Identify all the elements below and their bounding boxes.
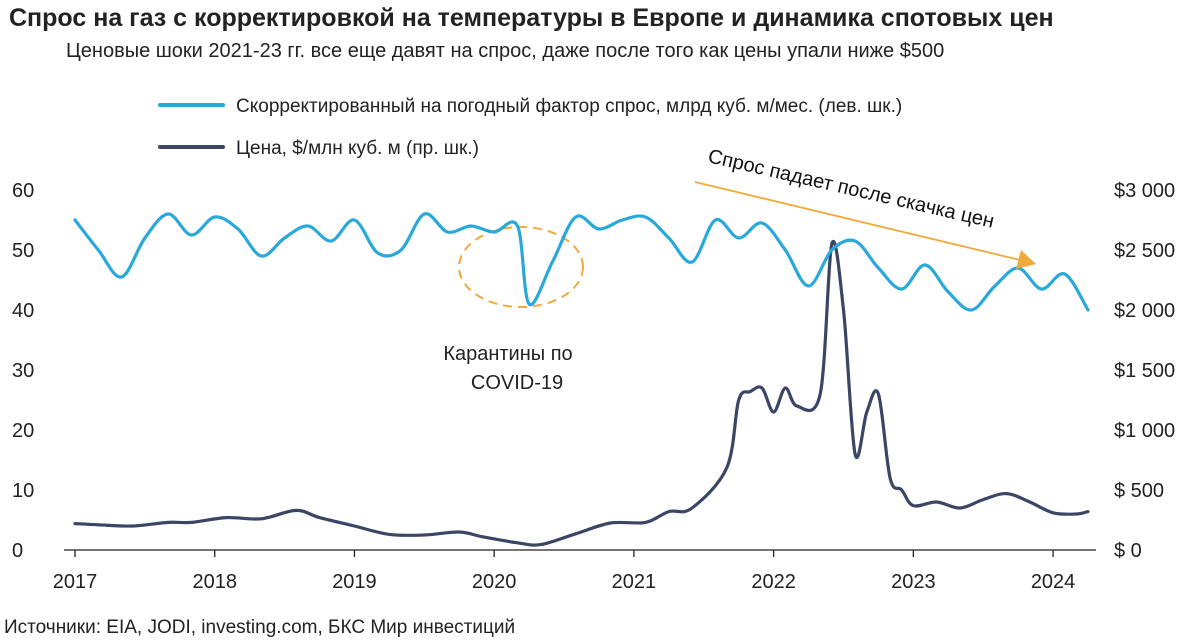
x-axis-tick-label: 2018 xyxy=(192,571,237,593)
x-axis-tick-label: 2024 xyxy=(1031,571,1076,593)
x-axis: 2017 2018 2019 2020 2021 2022 2023 2024 xyxy=(53,550,1076,593)
source-note: Источники: EIA, JODI, investing.com, БКС… xyxy=(4,617,516,638)
x-axis-tick-label: 2019 xyxy=(332,571,377,593)
left-axis-tick-label: 30 xyxy=(12,360,34,382)
left-axis-tick-label: 10 xyxy=(12,480,34,502)
left-axis-tick-label: 60 xyxy=(12,180,34,202)
right-axis-tick-label: $1 000 xyxy=(1114,420,1175,442)
legend-label-price: Цена, $/млн куб. м (пр. шк.) xyxy=(236,138,479,159)
right-axis-tick-label: $1 500 xyxy=(1114,360,1175,382)
demand-decline-arrowhead xyxy=(1016,250,1036,269)
left-axis-tick-label: 0 xyxy=(12,540,23,562)
price-series-line xyxy=(73,239,1090,547)
demand-decline-arrow xyxy=(694,181,1021,261)
left-axis-tick-label: 40 xyxy=(12,300,34,322)
left-axis-tick-label: 50 xyxy=(12,240,34,262)
legend: Скорректированный на погодный фактор спр… xyxy=(158,96,902,159)
right-axis-tick-label: $2 500 xyxy=(1114,240,1175,262)
covid-annotation-line2: COVID-19 xyxy=(471,372,563,394)
chart-subtitle: Ценовые шоки 2021-23 гг. все еще давят н… xyxy=(66,40,945,62)
right-axis-tick-label: $ 0 xyxy=(1114,540,1142,562)
demand-series-line xyxy=(73,212,1090,312)
x-axis-tick-label: 2022 xyxy=(751,571,796,593)
x-axis-tick-label: 2020 xyxy=(472,571,517,593)
left-axis: 0 10 20 30 40 50 60 xyxy=(12,180,34,562)
chart-title: Спрос на газ с корректировкой на темпера… xyxy=(9,4,1054,32)
right-axis: $ 0 $ 500 $1 000 $1 500 $2 000 $2 500 $3 000 xyxy=(1114,180,1175,562)
left-axis-tick-label: 20 xyxy=(12,420,34,442)
legend-label-demand: Скорректированный на погодный фактор спр… xyxy=(236,96,902,117)
x-axis-tick-label: 2023 xyxy=(891,571,936,593)
covid-annotation-line1: Карантины по xyxy=(443,343,572,365)
x-axis-tick-label: 2021 xyxy=(612,571,657,593)
covid-highlight-ellipse xyxy=(458,226,584,308)
x-axis-tick-label: 2017 xyxy=(53,571,98,593)
right-axis-tick-label: $3 000 xyxy=(1114,180,1175,202)
right-axis-tick-label: $2 000 xyxy=(1114,300,1175,322)
right-axis-tick-label: $ 500 xyxy=(1114,480,1164,502)
